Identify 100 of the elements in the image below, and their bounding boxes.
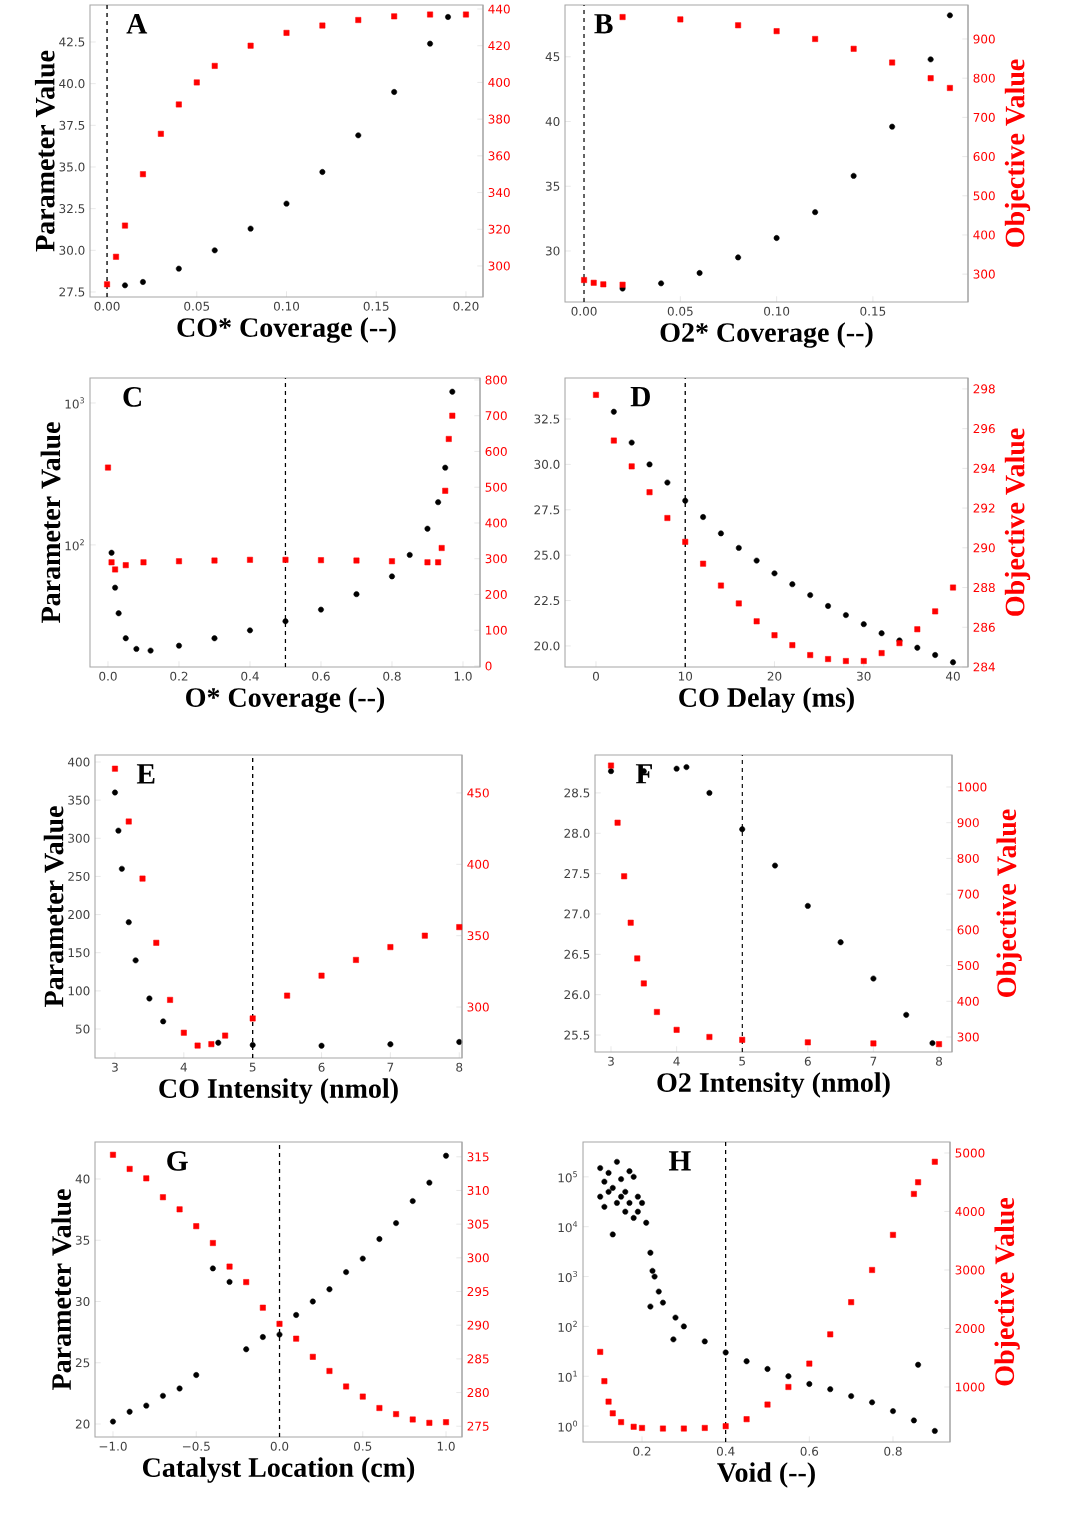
y2-tick-label: 500 xyxy=(973,191,995,201)
y-tick-label: 10$^{3}$ xyxy=(65,397,84,409)
y2-tick-label: 1000 xyxy=(956,1382,985,1392)
y-tick-label: 25 xyxy=(75,1358,90,1368)
y-tick-label: 35.0 xyxy=(59,162,85,172)
y2-tick-label: 400 xyxy=(488,77,510,87)
y2-tick-label: 500 xyxy=(485,482,507,492)
x-tick-label: 0.05 xyxy=(184,301,210,311)
y-tick-label: 30 xyxy=(545,246,560,256)
y2-tick-label: 400 xyxy=(485,518,507,528)
y-tick-label: 40 xyxy=(545,116,560,127)
y-tick-label: 35 xyxy=(545,181,560,191)
y-tick-label: 10$^{3}$ xyxy=(558,1270,577,1283)
y-tick-label: 25.5 xyxy=(564,1030,590,1040)
y2-tick-label: 288 xyxy=(973,582,995,593)
y-tick-label: 25.0 xyxy=(534,550,560,560)
x-axis-title: O* Coverage (--) xyxy=(186,687,385,713)
y-tick-label: 27.5 xyxy=(534,505,560,515)
y2-tick-label: 286 xyxy=(973,622,995,632)
y-tick-label: 26.0 xyxy=(564,990,590,1000)
x-tick-label: 0.10 xyxy=(764,306,790,316)
y-tick-label: 10$^{2}$ xyxy=(65,539,84,551)
y-tick-label: 30.0 xyxy=(534,459,560,469)
y2-tick-label: 500 xyxy=(957,961,979,971)
y2-tick-label: 360 xyxy=(488,151,510,161)
x-tick-label: 0.0 xyxy=(270,1441,289,1451)
y-tick-label: 22.5 xyxy=(534,596,560,606)
y2-tick-label: 420 xyxy=(488,41,510,51)
x-tick-label: 0.00 xyxy=(94,301,120,311)
y2-tick-label: 280 xyxy=(467,1388,489,1398)
x-tick-label: 8 xyxy=(456,1062,463,1072)
x-tick-label: 10 xyxy=(678,671,693,681)
y-tick-label: 27.0 xyxy=(564,909,590,919)
y2-tick-label: 320 xyxy=(488,224,510,234)
y-tick-label: 300 xyxy=(68,833,90,843)
x-tick-label: 3 xyxy=(608,1056,614,1066)
y2-tick-label: 440 xyxy=(488,4,510,14)
y2-tick-label: 296 xyxy=(973,424,995,434)
y-tick-label: 32.5 xyxy=(534,414,560,424)
x-tick-label: 1.0 xyxy=(454,671,472,681)
y2-tick-label: 300 xyxy=(467,1253,489,1263)
y2-tick-label: 400 xyxy=(957,996,979,1006)
annotation: F xyxy=(635,764,652,784)
y2-axis-title: Objective Value xyxy=(994,1197,1020,1386)
y2-tick-label: 275 xyxy=(467,1421,489,1431)
x-tick-label: −0.5 xyxy=(182,1441,210,1451)
annotation: B xyxy=(594,14,613,34)
y2-tick-label: 900 xyxy=(973,34,995,44)
x-axis-title: Void (--) xyxy=(717,1462,815,1488)
annotation: H xyxy=(668,1151,691,1171)
x-axis-title: CO* Coverage (--) xyxy=(177,317,396,343)
y2-tick-label: 800 xyxy=(957,853,979,863)
y2-tick-label: 600 xyxy=(485,446,507,457)
y2-tick-label: 315 xyxy=(467,1152,489,1162)
y-tick-label: 10$^{5}$ xyxy=(558,1171,577,1183)
y2-tick-label: 400 xyxy=(973,230,995,240)
y2-tick-label: 300 xyxy=(467,1002,489,1012)
y2-tick-label: 600 xyxy=(973,152,995,162)
x-tick-label: 0.2 xyxy=(170,671,188,681)
x-tick-label: 0.10 xyxy=(273,301,300,311)
y2-tick-label: 284 xyxy=(973,662,995,672)
y2-tick-label: 300 xyxy=(488,261,510,271)
x-tick-label: −1.0 xyxy=(99,1441,127,1451)
y-axis-title: Parameter Value xyxy=(34,50,55,252)
y-tick-label: 27.5 xyxy=(59,287,85,297)
y2-tick-label: 310 xyxy=(467,1185,489,1196)
x-tick-label: 0.5 xyxy=(354,1441,372,1451)
y2-tick-label: 300 xyxy=(973,269,995,279)
y-axis-title: Parameter Value xyxy=(51,1189,72,1390)
x-tick-label: 0.4 xyxy=(716,1446,735,1456)
y2-tick-label: 400 xyxy=(467,859,489,869)
y2-tick-label: 298 xyxy=(973,384,995,394)
y2-tick-label: 800 xyxy=(973,73,995,83)
y-tick-label: 20 xyxy=(75,1419,90,1429)
y-tick-label: 150 xyxy=(68,948,90,958)
y2-tick-label: 100 xyxy=(486,625,507,635)
x-axis-title: O2* Coverage (--) xyxy=(660,322,873,348)
y-tick-label: 10$^{1}$ xyxy=(558,1370,577,1382)
y2-tick-label: 600 xyxy=(957,925,979,935)
y2-tick-label: 200 xyxy=(485,589,507,600)
y-tick-label: 30.0 xyxy=(59,245,85,255)
y2-tick-label: 292 xyxy=(973,503,995,513)
y-tick-label: 37.5 xyxy=(59,120,85,130)
x-tick-label: 0.00 xyxy=(571,306,597,316)
y-tick-label: 100 xyxy=(68,986,90,996)
x-tick-label: 0.15 xyxy=(363,301,389,311)
y2-tick-label: 295 xyxy=(467,1286,489,1297)
y2-tick-label: 800 xyxy=(485,375,507,385)
x-tick-label: 0.15 xyxy=(860,306,886,316)
y-tick-label: 40 xyxy=(75,1174,90,1184)
y2-tick-label: 700 xyxy=(957,889,979,899)
y2-tick-label: 1000 xyxy=(958,782,987,792)
y-axis-title: Parameter Value xyxy=(43,806,64,1007)
x-tick-label: 7 xyxy=(870,1056,877,1066)
y-tick-label: 20.0 xyxy=(534,641,560,651)
y-tick-label: 400 xyxy=(67,757,90,767)
y2-tick-label: 3000 xyxy=(955,1265,985,1275)
y-tick-label: 42.5 xyxy=(59,37,85,47)
y-tick-label: 35 xyxy=(75,1235,90,1245)
y2-tick-label: 450 xyxy=(467,788,489,798)
